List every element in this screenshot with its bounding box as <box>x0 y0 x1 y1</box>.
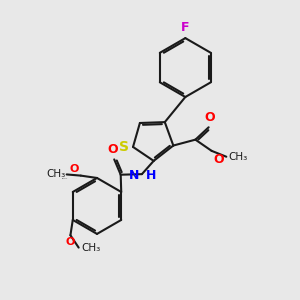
Text: methoxy: methoxy <box>62 178 68 179</box>
Text: H: H <box>146 169 156 182</box>
Text: CH₃: CH₃ <box>81 243 100 253</box>
Text: O: O <box>213 153 224 166</box>
Text: O: O <box>107 143 118 157</box>
Text: F: F <box>181 21 190 34</box>
Text: CH₃: CH₃ <box>229 152 248 162</box>
Text: O: O <box>66 237 75 247</box>
Text: CH₃: CH₃ <box>46 169 65 179</box>
Text: N: N <box>129 169 140 182</box>
Text: S: S <box>118 140 129 154</box>
Text: O: O <box>205 111 215 124</box>
Text: O: O <box>70 164 79 174</box>
